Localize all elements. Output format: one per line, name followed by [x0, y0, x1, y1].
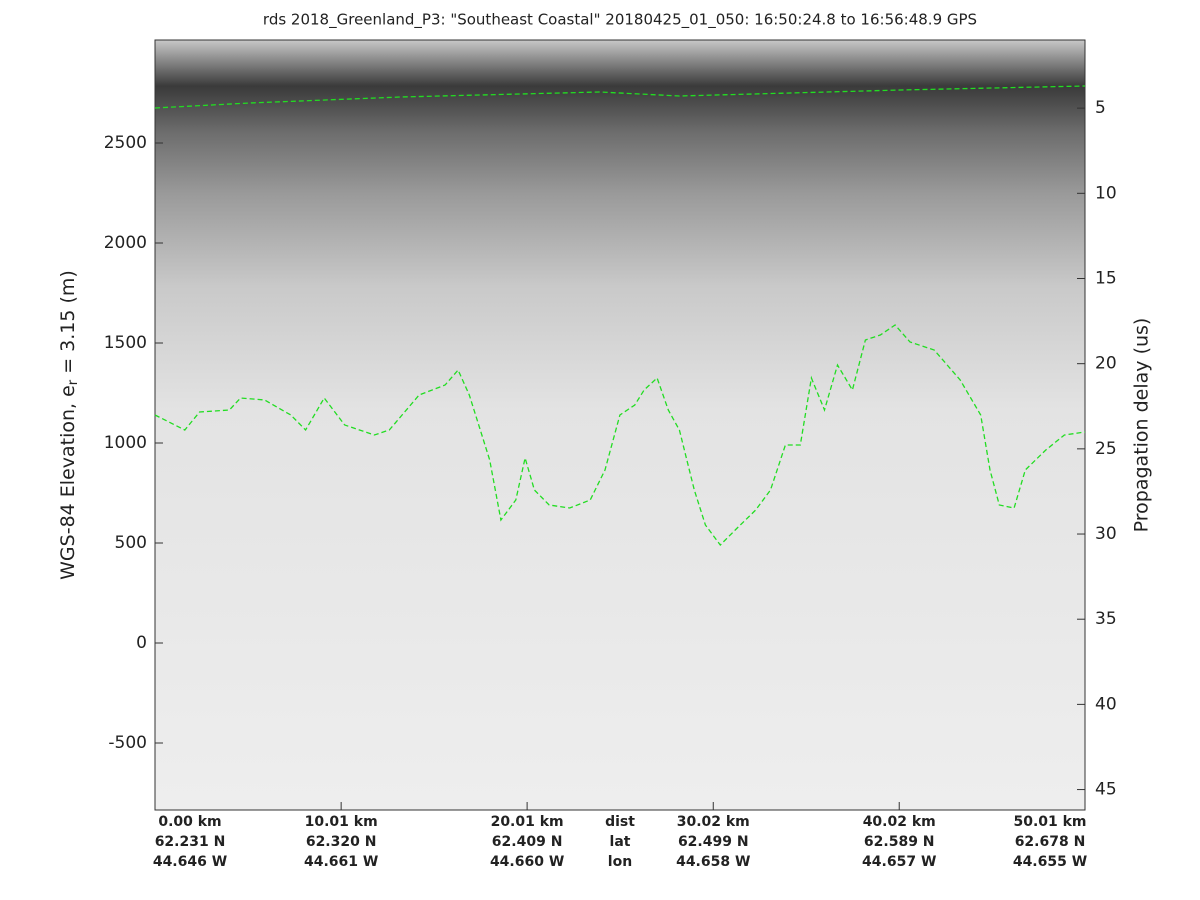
- layer-line: [154, 85, 1086, 109]
- y-tick-label: 1000: [104, 433, 147, 453]
- x-tick-label: 62.231 N: [155, 834, 226, 850]
- row-name: lon: [608, 854, 632, 870]
- y2-tick-label: 45: [1095, 780, 1117, 800]
- y2-tick-label: 25: [1095, 439, 1117, 459]
- x-tick-label: 40.02 km: [863, 814, 936, 830]
- x-tick-label: 44.657 W: [862, 854, 936, 870]
- y2-tick-label: 5: [1095, 98, 1106, 118]
- echogram: [155, 40, 1085, 810]
- x-tick-label: 10.01 km: [305, 814, 378, 830]
- x-tick-label: 44.660 W: [490, 854, 564, 870]
- y2-tick-label: 10: [1095, 183, 1117, 203]
- y-tick-label: 500: [115, 533, 147, 553]
- x-tick-label: 62.678 N: [1015, 834, 1086, 850]
- y-label-sub: r: [66, 379, 81, 385]
- y-label-rest: = 3.15 (m): [57, 270, 79, 380]
- x-tick-label: 44.661 W: [304, 854, 378, 870]
- y-label-main: WGS-84 Elevation, e: [57, 385, 79, 580]
- y-tick-label: 1500: [104, 333, 147, 353]
- x-tick-label: 50.01 km: [1013, 814, 1086, 830]
- x-tick-label: 0.00 km: [158, 814, 221, 830]
- x-tick-label: 62.499 N: [678, 834, 749, 850]
- row-name: dist: [605, 814, 635, 830]
- y-axis-label: WGS-84 Elevation, er = 3.15 (m): [57, 270, 81, 580]
- y-tick-label: 2000: [104, 233, 147, 253]
- plot-frame: [154, 39, 1086, 811]
- x-tick-label: 44.655 W: [1013, 854, 1087, 870]
- x-tick-label: 62.589 N: [864, 834, 935, 850]
- y-tick-label: -500: [108, 733, 147, 753]
- x-tick-label: 62.320 N: [306, 834, 377, 850]
- y-tick-label: 0: [136, 633, 147, 653]
- chart-title: rds 2018_Greenland_P3: "Southeast Coasta…: [263, 11, 977, 30]
- x-tick-label: 30.02 km: [677, 814, 750, 830]
- y2-tick-label: 20: [1095, 354, 1117, 374]
- x-tick-label: 44.646 W: [153, 854, 227, 870]
- x-tick-label: 62.409 N: [492, 834, 563, 850]
- y2-tick-label: 15: [1095, 268, 1117, 288]
- layer-line: [154, 324, 1086, 546]
- x-tick-label: 44.658 W: [676, 854, 750, 870]
- x-tick-label: 20.01 km: [491, 814, 564, 830]
- y2-axis-label: Propagation delay (us): [1131, 318, 1153, 533]
- y2-tick-label: 35: [1095, 609, 1117, 629]
- y2-tick-label: 40: [1095, 694, 1117, 714]
- y-tick-label: 2500: [104, 133, 147, 153]
- y2-tick-label: 30: [1095, 524, 1117, 544]
- row-name: lat: [610, 834, 631, 850]
